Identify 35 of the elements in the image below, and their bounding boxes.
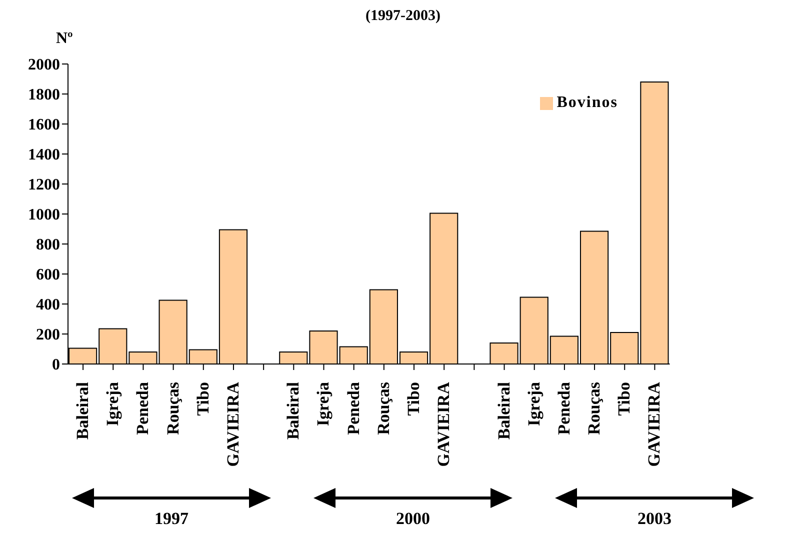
x-tick-label: Baleiral	[494, 382, 514, 440]
x-tick-label: Tibo	[193, 382, 212, 416]
x-tick-label: Rouças	[584, 382, 604, 435]
x-tick-label: Peneda	[554, 382, 574, 435]
text: 2003	[638, 509, 672, 528]
chart-title: (1997-2003)	[364, 8, 442, 24]
x-tick-label: Tibo	[404, 382, 424, 416]
y-tick-label: 800	[36, 236, 60, 254]
y-tick-label: 0	[52, 356, 60, 374]
y-tick-label: 400	[36, 296, 60, 314]
x-tick-label: Peneda	[344, 382, 363, 435]
x-tick-label: Igreja	[314, 382, 333, 426]
x-tick-label: Igreja	[524, 382, 544, 426]
x-tick-label: Baleiral	[73, 382, 92, 440]
y-tick-label: 1200	[28, 176, 60, 194]
y-axis-title: Nº	[56, 30, 73, 48]
x-tick-label: Rouças	[374, 382, 393, 435]
text: 1997	[154, 509, 189, 528]
x-tick-label: GAVIEIRA	[644, 381, 664, 467]
x-tick-label: Rouças	[163, 382, 182, 435]
y-tick-label: 1000	[28, 206, 60, 224]
y-tick-label: 1400	[28, 146, 60, 164]
y-tick-label: 200	[36, 326, 60, 344]
x-tick-label: GAVIEIRA	[223, 381, 242, 467]
x-tick-label: Peneda	[133, 382, 152, 435]
legend-label: Bovinos	[556, 94, 618, 111]
y-tick-label: 1800	[28, 86, 60, 104]
text: 2000	[396, 509, 430, 528]
y-tick-label: 2000	[28, 56, 60, 74]
x-tick-label: GAVIEIRA	[434, 381, 454, 467]
y-tick-label: 600	[36, 266, 60, 284]
x-tick-label: Tibo	[614, 382, 634, 416]
x-tick-label: Baleiral	[284, 382, 303, 440]
x-tick-label: Igreja	[103, 382, 122, 426]
y-tick-label: 1600	[28, 116, 60, 134]
